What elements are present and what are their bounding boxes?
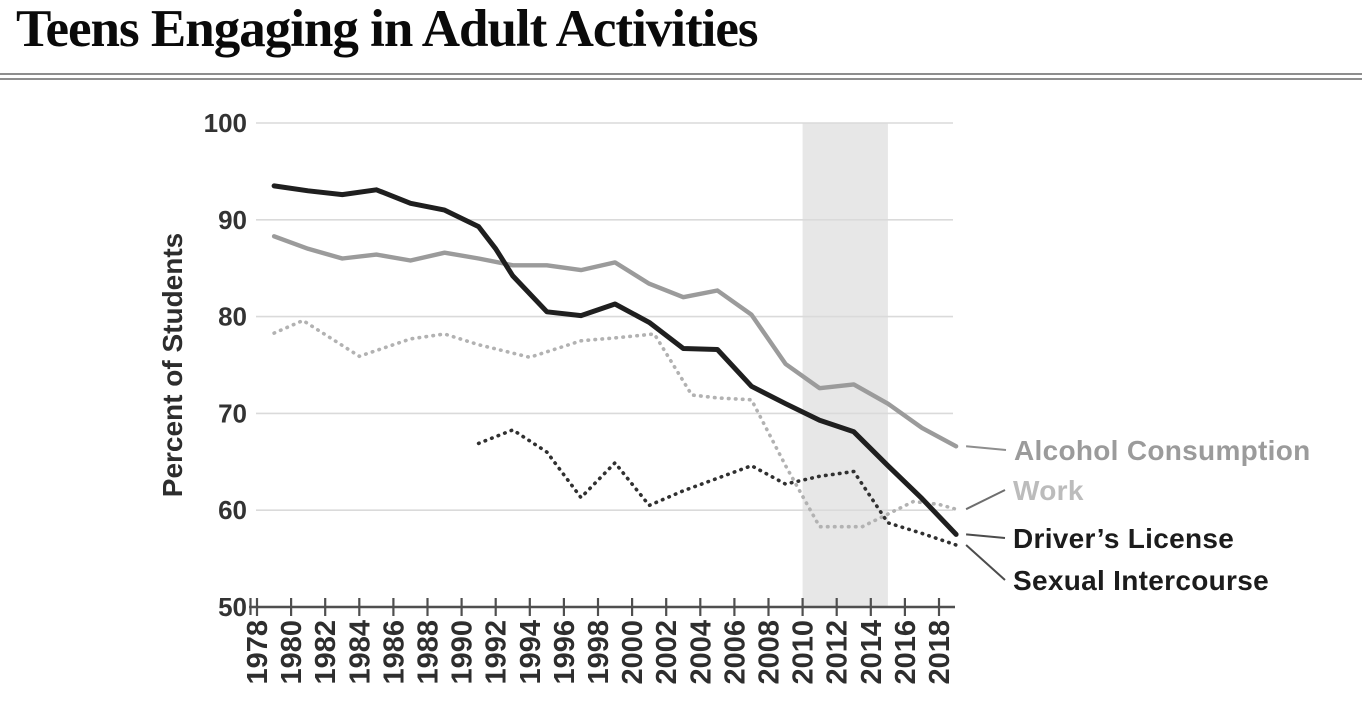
legend-connector-sexual-intercourse (965, 544, 1006, 581)
x-tick-label-2002: 2002 (651, 620, 683, 685)
x-tick-label-2018: 2018 (924, 620, 956, 685)
legend-label-work: Work (1013, 475, 1084, 506)
x-tick-label-2016: 2016 (890, 620, 922, 685)
x-tick-label-1994: 1994 (515, 620, 547, 685)
series-line-alcohol-consumption (271, 234, 959, 449)
chart-title: Teens Engaging in Adult Activities (16, 0, 759, 58)
x-tick-label-2006: 2006 (719, 620, 751, 685)
x-tick-label-1984: 1984 (344, 620, 376, 685)
series-line-work (272, 318, 958, 529)
y-tick-label-60: 60 (218, 495, 247, 525)
x-tick-label-2004: 2004 (685, 620, 717, 685)
y-tick-label-80: 80 (218, 302, 247, 332)
y-tick-label-100: 100 (204, 108, 247, 138)
title-divider (0, 73, 1362, 80)
x-tick-label-2012: 2012 (822, 620, 854, 685)
series-line-sexual-intercourse (476, 428, 958, 547)
y-tick-label-50: 50 (218, 592, 247, 622)
x-tick-label-1998: 1998 (583, 620, 615, 685)
legend-label-driver-s-license: Driver’s License (1013, 523, 1234, 554)
legend-connector-driver-s-license (966, 533, 1006, 539)
x-tick-label-1988: 1988 (413, 620, 445, 685)
y-tick-label-70: 70 (218, 398, 247, 428)
x-tick-label-1996: 1996 (549, 620, 581, 685)
x-tick-label-2014: 2014 (856, 620, 888, 685)
x-tick-label-1980: 1980 (276, 620, 308, 685)
y-tick-label-90: 90 (218, 205, 247, 235)
legend-label-sexual-intercourse: Sexual Intercourse (1013, 565, 1269, 596)
legend-connector-alcohol-consumption (966, 445, 1007, 451)
x-tick-label-1990: 1990 (447, 620, 479, 685)
x-tick-label-1986: 1986 (378, 620, 410, 685)
x-tick-label-2000: 2000 (617, 620, 649, 685)
series-line-driver-s-license (271, 183, 959, 537)
x-tick-label-1982: 1982 (310, 620, 342, 685)
x-tick-label-1978: 1978 (242, 620, 274, 685)
x-tick-label-1992: 1992 (481, 620, 513, 685)
highlight-band-2010-2015 (802, 123, 888, 607)
y-axis-title: Percent of Students (157, 233, 188, 497)
legend-connector-work (965, 489, 1006, 511)
x-tick-label-2008: 2008 (754, 620, 786, 685)
legend-label-alcohol-consumption: Alcohol Consumption (1014, 435, 1311, 466)
x-tick-label-2010: 2010 (788, 620, 820, 685)
